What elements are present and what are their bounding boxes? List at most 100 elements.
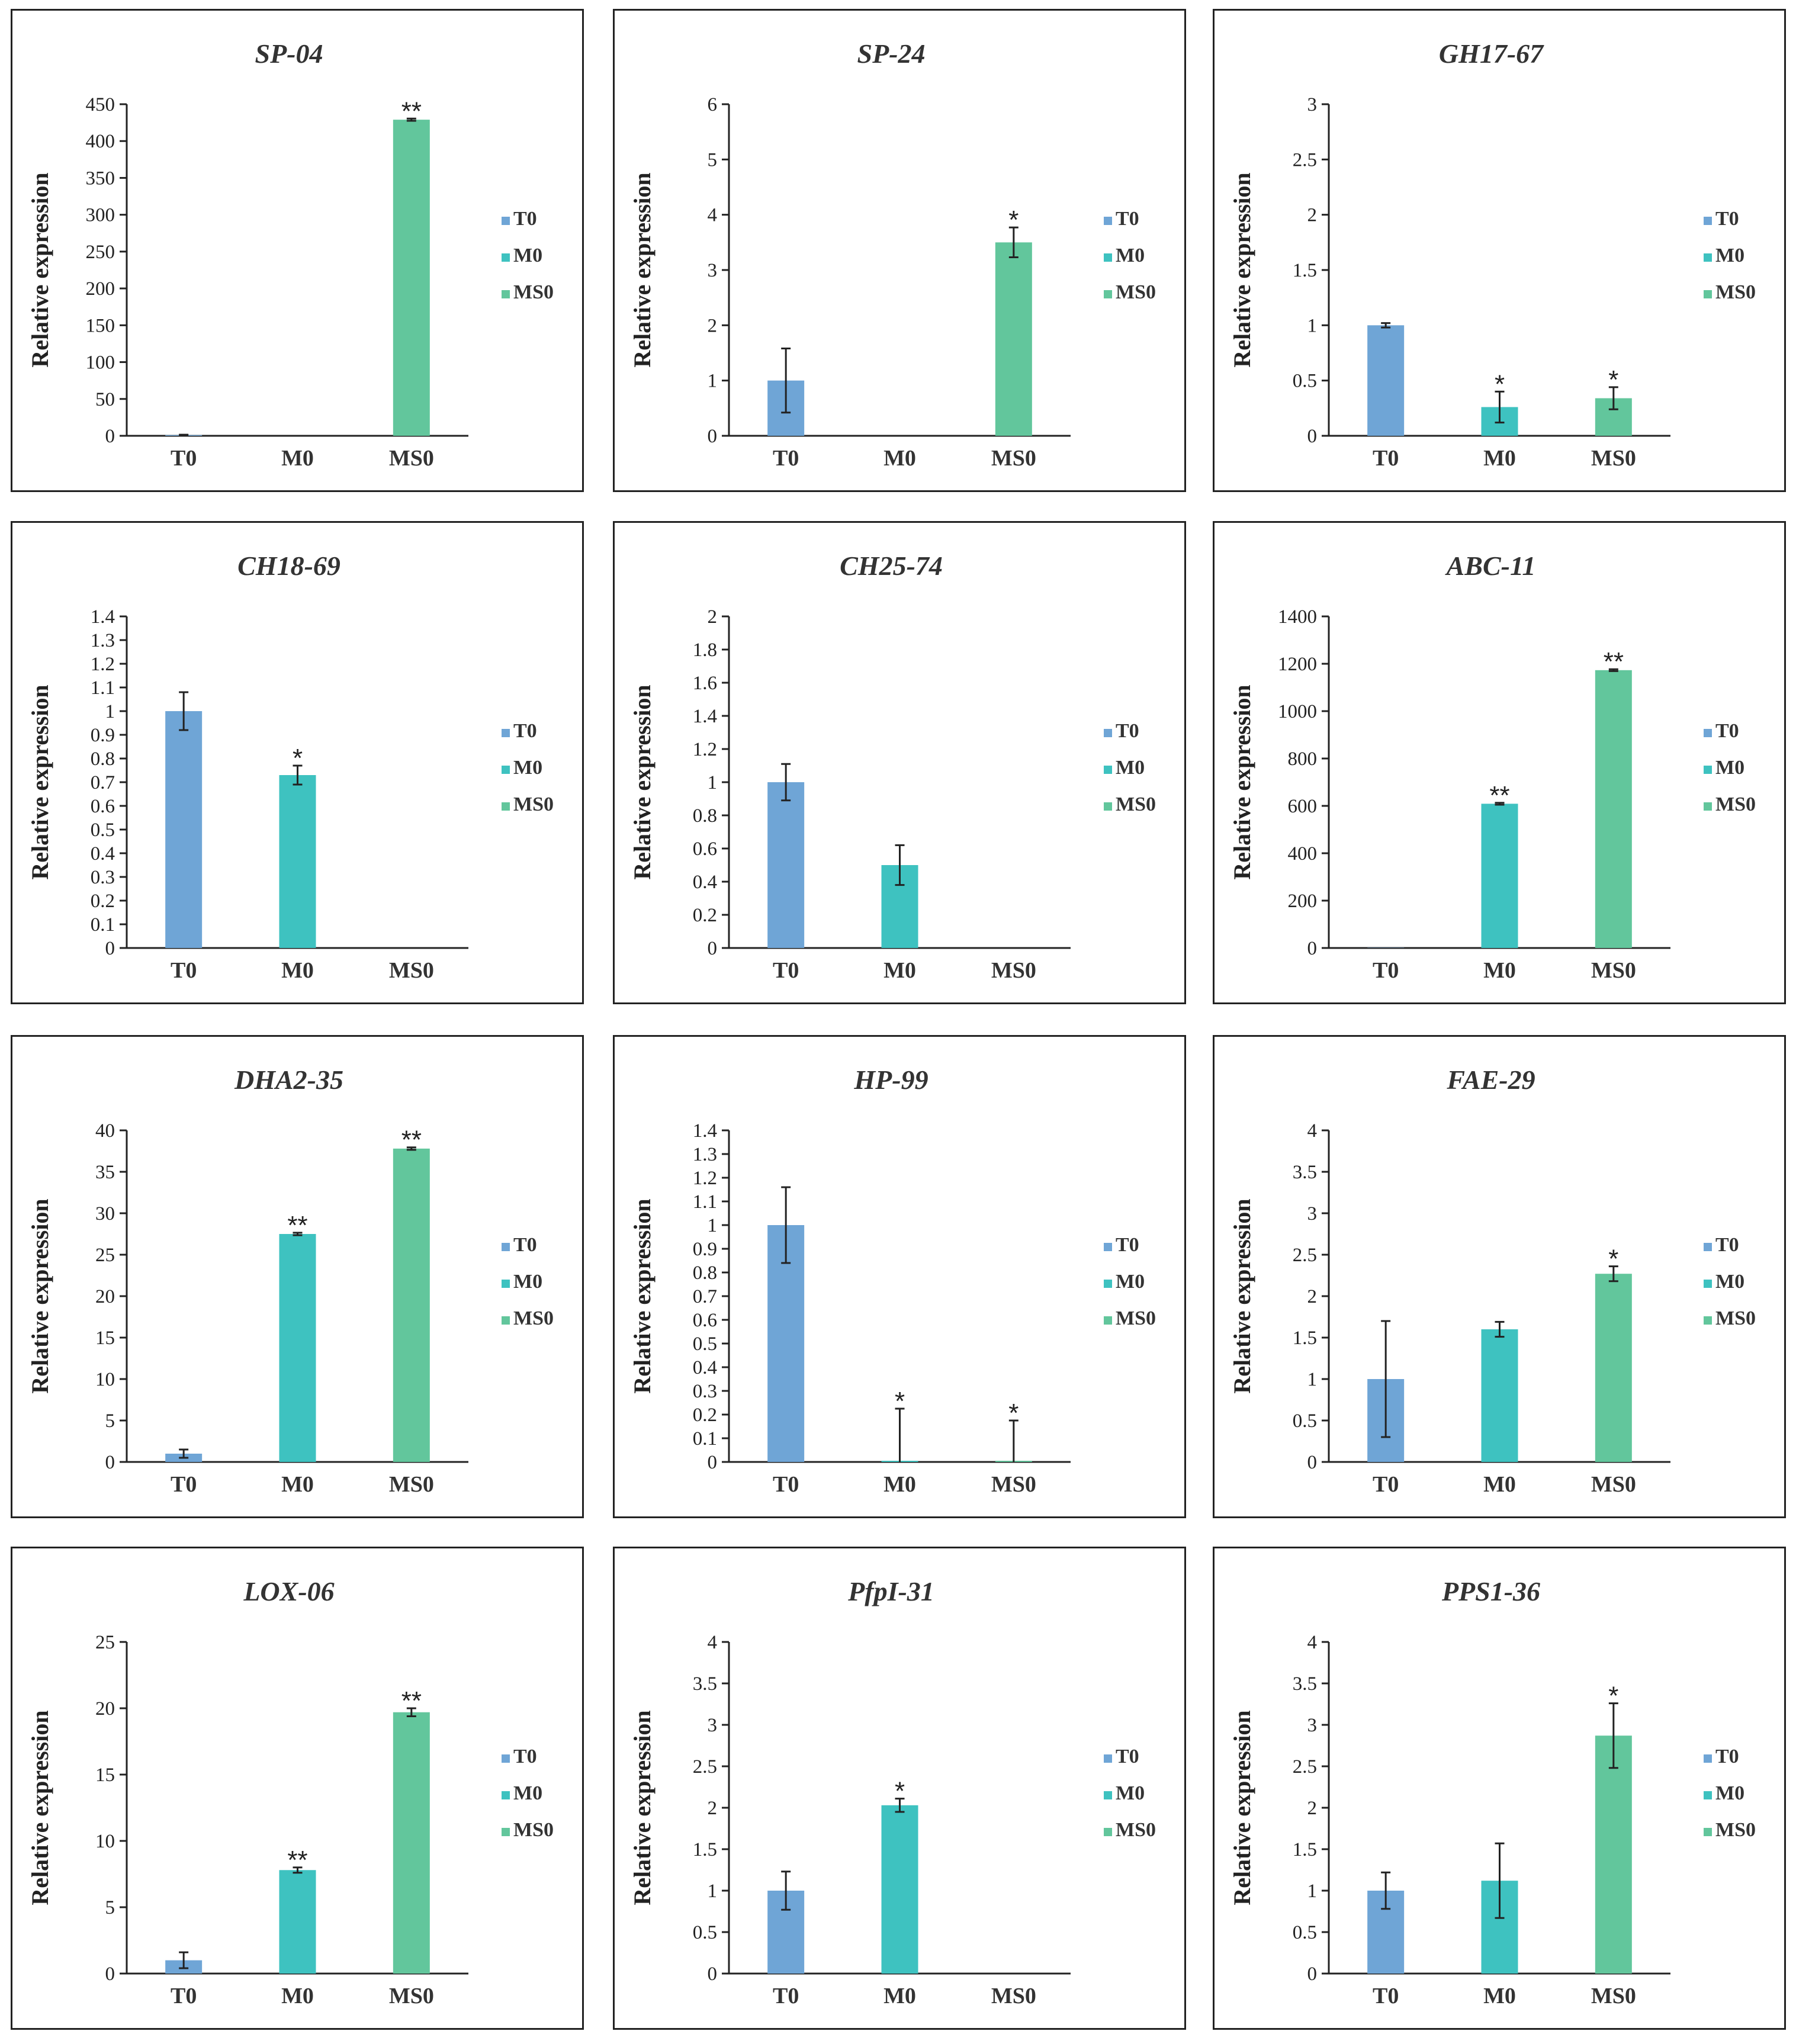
y-tick-label: 0.6 <box>693 1310 717 1331</box>
y-tick-label: 0 <box>105 938 115 959</box>
chart-svg: CH25-74 Relative expression 0 0.2 0.4 0.6 0.8 1… <box>629 551 1156 983</box>
legend-swatch-t0 <box>1704 1754 1712 1763</box>
y-tick-label: 50 <box>95 389 115 410</box>
legend-label: MS0 <box>513 793 554 815</box>
x-tick-label: T0 <box>1373 1472 1399 1497</box>
y-tick-label: 2 <box>1307 205 1318 226</box>
legend-swatch-ms0 <box>1704 290 1712 298</box>
y-tick-label: 1 <box>708 1215 718 1236</box>
y-tick-label: 0.9 <box>91 725 115 746</box>
chart-title: DHA2-35 <box>234 1065 343 1095</box>
chart-panel-pps1-36: PPS1-36 Relative expression 0 0.5 1 1.5 2 2.5 3 3… <box>1213 1547 1786 2030</box>
y-tick-label: 40 <box>95 1120 115 1142</box>
y-tick-label: 1.2 <box>693 739 717 760</box>
y-tick-label: 2 <box>708 606 718 628</box>
y-tick-label: 15 <box>95 1765 115 1786</box>
chart-title: ABC-11 <box>1445 551 1536 581</box>
y-tick-label: 0 <box>105 426 115 447</box>
y-tick-label: 2 <box>1307 1286 1318 1307</box>
chart-svg: LOX-06 Relative expression 0 5 10 15 20 25 T0 ** M… <box>27 1576 554 2008</box>
y-tick-label: 300 <box>86 205 115 226</box>
y-tick-label: 350 <box>86 168 115 189</box>
y-tick-label: 3.5 <box>1293 1673 1317 1695</box>
legend-swatch-m0 <box>502 1791 510 1799</box>
significance-mark: * <box>1495 369 1505 398</box>
y-tick-label: 1.1 <box>693 1191 717 1213</box>
chart-title: FAE-29 <box>1446 1065 1535 1095</box>
legend-swatch-ms0 <box>502 290 510 298</box>
significance-mark: ** <box>287 1846 307 1875</box>
y-tick-label: 0.2 <box>693 905 717 926</box>
y-tick-label: 100 <box>86 352 115 374</box>
y-tick-label: 2.5 <box>693 1756 717 1778</box>
legend-swatch-ms0 <box>1704 1316 1712 1325</box>
significance-mark: * <box>1608 365 1618 394</box>
chart-title: CH18-69 <box>237 551 340 581</box>
x-tick-label: M0 <box>1483 1984 1516 2008</box>
legend-label: T0 <box>1715 1746 1739 1767</box>
chart-title: SP-04 <box>255 38 323 69</box>
chart-svg: PPS1-36 Relative expression 0 0.5 1 1.5 2 2.5 3 3… <box>1229 1576 1756 2008</box>
legend-label: M0 <box>513 245 542 266</box>
y-tick-label: 10 <box>95 1831 115 1852</box>
legend-label: T0 <box>513 1234 537 1256</box>
y-axis-label: Relative expression <box>27 684 53 879</box>
chart-svg: ABC-11 Relative expression 0 200 400 600 800 10… <box>1229 551 1756 983</box>
y-tick-label: 0 <box>1307 1963 1318 1985</box>
chart-title: PPS1-36 <box>1441 1576 1540 1606</box>
y-tick-label: 3 <box>1307 94 1318 115</box>
legend-label: MS0 <box>1715 1307 1756 1329</box>
y-axis-label: Relative expression <box>1229 172 1255 367</box>
legend-swatch-m0 <box>1104 1280 1112 1288</box>
y-tick-label: 0 <box>1307 1452 1318 1473</box>
significance-mark: ** <box>287 1211 307 1240</box>
chart-panel-gh17-67: GH17-67 Relative expression 0 0.5 1 1.5 2 2.5 3 T… <box>1213 9 1786 492</box>
y-axis-label: Relative expression <box>27 1710 53 1905</box>
x-tick-label: M0 <box>281 446 314 471</box>
y-tick-label: 800 <box>1288 748 1318 770</box>
chart-panel-abc-11: ABC-11 Relative expression 0 200 400 600 800 10… <box>1213 521 1786 1004</box>
chart-panel-lox-06: LOX-06 Relative expression 0 5 10 15 20 25 T0 ** M… <box>11 1547 584 2030</box>
chart-panel-sp-04: SP-04 Relative expression 0 50 100 150 200 250 3… <box>11 9 584 492</box>
y-tick-label: 1.6 <box>693 673 717 694</box>
x-tick-label: T0 <box>773 958 799 983</box>
bar-t0 <box>767 782 805 948</box>
x-tick-label: MS0 <box>389 958 434 983</box>
y-tick-label: 20 <box>95 1698 115 1720</box>
bar-t0 <box>767 1225 805 1462</box>
y-tick-label: 0.5 <box>1293 1922 1317 1943</box>
significance-mark: * <box>293 744 303 773</box>
x-tick-label: MS0 <box>1591 446 1636 471</box>
y-tick-label: 0.6 <box>91 796 115 817</box>
y-axis-label: Relative expression <box>1229 1198 1255 1393</box>
legend-label: MS0 <box>513 1819 554 1841</box>
legend-label: M0 <box>1116 1271 1145 1293</box>
y-axis-label: Relative expression <box>27 1198 53 1393</box>
y-tick-label: 1 <box>708 772 718 793</box>
y-tick-label: 30 <box>95 1203 115 1225</box>
chart-svg: PfpI-31 Relative expression 0 0.5 1 1.5 2 2.5 3 3… <box>629 1576 1156 2008</box>
y-tick-label: 3 <box>708 260 718 281</box>
x-tick-label: M0 <box>883 1984 916 2008</box>
chart-svg: SP-04 Relative expression 0 50 100 150 200 250 3… <box>27 38 554 471</box>
y-tick-label: 35 <box>95 1162 115 1183</box>
legend-label: M0 <box>513 757 542 779</box>
legend-swatch-m0 <box>1704 1280 1712 1288</box>
y-tick-label: 1 <box>1307 315 1318 336</box>
legend-swatch-m0 <box>1704 1791 1712 1799</box>
y-tick-label: 1.4 <box>693 1120 717 1142</box>
y-tick-label: 0.5 <box>1293 1410 1317 1432</box>
legend-swatch-ms0 <box>502 1316 510 1325</box>
y-tick-label: 4 <box>1307 1120 1318 1142</box>
legend-swatch-m0 <box>1104 1791 1112 1799</box>
bar-ms0 <box>393 1148 430 1462</box>
y-tick-label: 0.4 <box>91 843 115 864</box>
legend-swatch-t0 <box>1104 1243 1112 1251</box>
y-tick-label: 2 <box>708 1798 718 1819</box>
y-tick-label: 5 <box>708 149 718 171</box>
y-tick-label: 20 <box>95 1286 115 1307</box>
legend-swatch-m0 <box>1704 766 1712 774</box>
y-tick-label: 1.1 <box>91 677 115 699</box>
legend-label: MS0 <box>1715 1819 1756 1841</box>
legend-label: MS0 <box>1116 793 1156 815</box>
